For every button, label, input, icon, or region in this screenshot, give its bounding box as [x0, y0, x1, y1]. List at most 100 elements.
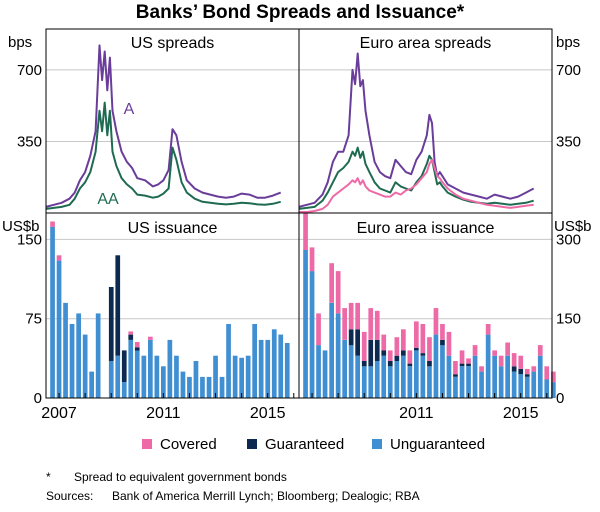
- panel-title-euro-issuance: Euro area issuance: [357, 220, 495, 237]
- footnote: * Spread to equivalent government bonds: [46, 468, 420, 487]
- euro-spread-line-1: [298, 146, 534, 210]
- us-issuance-bar-unguaranteed-5: [82, 334, 88, 398]
- us-issuance-bar-unguaranteed-32: [258, 339, 264, 398]
- euro-issuance-bar-covered-7: [348, 302, 354, 330]
- sources-label: Sources:: [46, 489, 94, 503]
- panel-title-euro-spreads: Euro area spreads: [360, 35, 492, 52]
- us-spread-ytick-350: 350: [17, 133, 42, 150]
- us-issuance-bar-unguaranteed-15: [148, 339, 153, 398]
- euro-issuance-bar-covered-8: [355, 302, 360, 330]
- us-issuance-bar-unguaranteed-22: [193, 361, 199, 398]
- panel-title-us-spreads: US spreads: [131, 35, 215, 52]
- euro-issuance-bar-unguaranteed-13: [387, 366, 393, 398]
- euro-issuance-bar-guaranteed-8: [355, 329, 360, 356]
- euro-issuance-bar-guaranteed-33: [518, 368, 524, 375]
- euro-issuance-unit-label: US$b: [554, 218, 592, 235]
- euro-issuance-bar-covered-18: [420, 324, 426, 354]
- euro-issuance-bar-guaranteed-17: [414, 347, 419, 351]
- euro-issuance-bar-unguaranteed-4: [329, 302, 334, 398]
- legend-swatch-guaranteed: [247, 439, 257, 449]
- euro-issuance-bar-unguaranteed-3: [322, 350, 328, 398]
- euro-issuance-bar-covered-11: [374, 310, 380, 340]
- us-issuance-bar-unguaranteed-16: [154, 355, 160, 398]
- euro-issuance-bar-covered-4: [329, 263, 334, 303]
- euro-issuance-bar-unguaranteed-26: [472, 355, 478, 398]
- euro-issuance-bar-covered-28: [485, 324, 491, 335]
- euro-issuance-bar-covered-5: [335, 271, 341, 314]
- euro-issuance-bar-unguaranteed-18: [420, 355, 426, 398]
- series-label-A: A: [124, 101, 135, 118]
- euro-issuance-bar-covered-21: [440, 324, 445, 340]
- us-issuance-bar-unguaranteed-13: [134, 350, 140, 398]
- us-issuance-bar-unguaranteed-26: [219, 376, 225, 398]
- euro-issuance-bar-unguaranteed-36: [537, 355, 543, 398]
- us-issuance-bar-unguaranteed-20: [180, 371, 186, 398]
- us-issuance-bar-unguaranteed-21: [187, 376, 192, 398]
- euro-issuance-bar-guaranteed-11: [374, 339, 380, 361]
- euro-issuance-bar-covered-10: [368, 308, 374, 340]
- euro-issuance-bar-unguaranteed-25: [466, 366, 471, 398]
- euro-issuance-bar-guaranteed-32: [511, 366, 517, 372]
- us-issuance-xtick-label-2007: 2007: [41, 405, 77, 422]
- us-spread-ytick-700: 700: [17, 62, 42, 79]
- euro-issuance-bar-unguaranteed-28: [485, 334, 491, 398]
- euro-issuance-bar-guaranteed-18: [420, 353, 426, 356]
- euro-issuance-bar-guaranteed-16: [407, 363, 413, 367]
- euro-issuance-bar-unguaranteed-6: [342, 339, 347, 398]
- euro-issuance-bar-guaranteed-10: [368, 339, 374, 367]
- us-issuance-bar-unguaranteed-24: [206, 376, 212, 398]
- us-issuance-ytick-150: 150: [17, 231, 42, 248]
- us-issuance-bar-unguaranteed-7: [95, 313, 101, 398]
- us-issuance-bar-unguaranteed-25: [213, 355, 218, 398]
- euro-issuance-bar-unguaranteed-1: [309, 271, 315, 398]
- euro-issuance-bar-covered-14: [394, 337, 400, 356]
- us-spread-line-A: [45, 44, 282, 208]
- euro-issuance-bar-unguaranteed-24: [459, 366, 465, 398]
- us-issuance-bar-unguaranteed-14: [141, 355, 147, 398]
- euro-issuance-bar-unguaranteed-2: [316, 345, 321, 398]
- euro-issuance-bar-covered-15: [401, 329, 406, 351]
- euro-issuance-bar-guaranteed-9: [361, 361, 367, 367]
- euro-issuance-bar-covered-2: [316, 313, 321, 346]
- us-issuance-bar-unguaranteed-6: [89, 371, 94, 398]
- euro-issuance-xtick-label-2011: 2011: [399, 405, 434, 422]
- euro-issuance-bar-covered-17: [414, 321, 419, 348]
- euro-issuance-bar-unguaranteed-29: [492, 355, 497, 398]
- us-issuance-ytick-75: 75: [25, 311, 42, 328]
- legend-label-guaranteed: Guaranteed: [265, 436, 344, 453]
- euro-issuance-bar-unguaranteed-38: [551, 382, 556, 398]
- us-spread-line-AA: [45, 101, 281, 210]
- euro-spread-line-0: [298, 52, 535, 208]
- euro-issuance-bar-guaranteed-24: [459, 363, 465, 367]
- euro-issuance-bar-covered-26: [472, 345, 478, 356]
- euro-issuance-bar-unguaranteed-35: [531, 371, 537, 398]
- euro-issuance-bar-unguaranteed-23: [453, 376, 458, 398]
- euro-issuance-bar-unguaranteed-31: [505, 355, 510, 398]
- euro-issuance-bar-guaranteed-34: [524, 374, 530, 377]
- euro-issuance-bar-unguaranteed-22: [446, 355, 452, 398]
- footnote-text: Spread to equivalent government bonds: [74, 470, 287, 484]
- us-issuance-bar-unguaranteed-36: [284, 343, 290, 398]
- euro-issuance-bar-covered-27: [479, 366, 484, 372]
- us-issuance-bar-covered-0: [50, 221, 55, 227]
- euro-spread-line-2: [299, 158, 534, 213]
- euro-issuance-bar-unguaranteed-34: [524, 376, 530, 398]
- euro-issuance-bar-covered-34: [524, 368, 530, 375]
- legend-label-unguaranteed: Unguaranteed: [390, 436, 485, 453]
- us-issuance-bar-guaranteed-11: [121, 350, 127, 383]
- us-issuance-ytick-0: 0: [34, 390, 42, 407]
- us-issuance-bar-unguaranteed-33: [265, 339, 271, 398]
- euro-issuance-bar-covered-22: [446, 331, 452, 356]
- euro-issuance-bar-covered-12: [381, 334, 387, 351]
- us-issuance-bar-unguaranteed-29: [239, 357, 244, 398]
- euro-issuance-bar-covered-16: [407, 350, 413, 364]
- euro-issuance-bar-covered-31: [505, 342, 510, 356]
- chart-title: Banks’ Bond Spreads and Issuance*: [136, 2, 465, 23]
- euro-issuance-bar-covered-37: [544, 366, 550, 380]
- euro-issuance-bar-unguaranteed-14: [394, 361, 400, 398]
- legend-swatch-unguaranteed: [372, 439, 382, 449]
- euro-issuance-bar-covered-33: [518, 355, 524, 369]
- euro-issuance-bar-covered-36: [537, 345, 543, 356]
- us-issuance-bar-unguaranteed-3: [69, 324, 75, 398]
- euro-issuance-bar-covered-23: [453, 361, 458, 375]
